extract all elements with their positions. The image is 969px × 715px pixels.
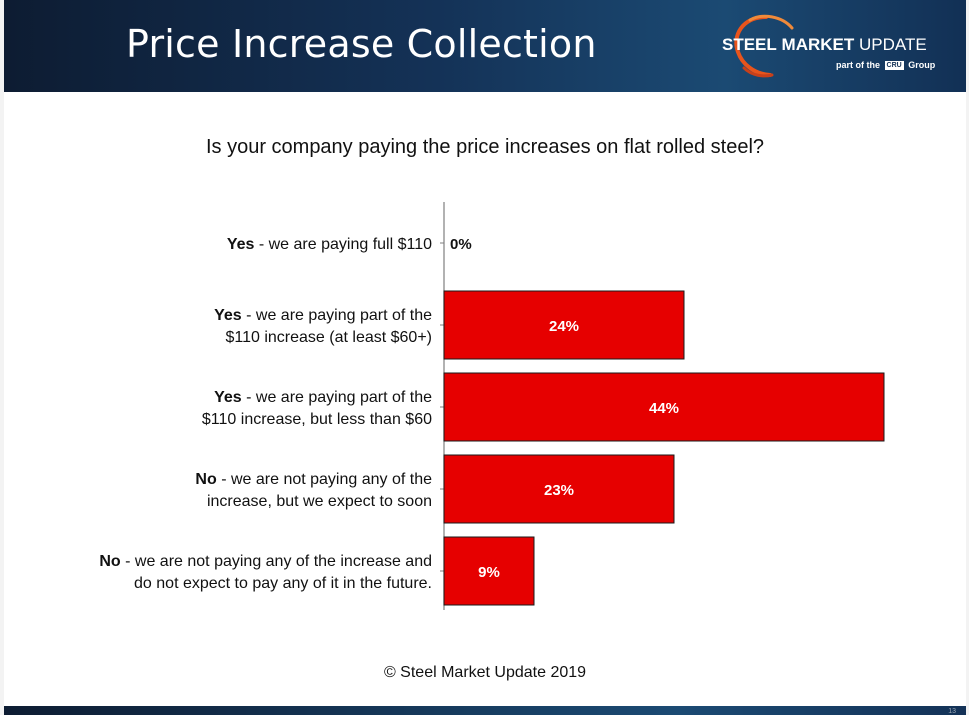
logo-swoosh-icon xyxy=(734,14,794,78)
category-label-1: Yes - we are paying part of the $110 incr… xyxy=(214,307,432,346)
logo-tagline: part of the CRU Group xyxy=(836,60,935,70)
category-label-2: Yes - we are paying part of the $110 incr… xyxy=(202,389,432,428)
page-number: 13 xyxy=(948,708,956,715)
data-label-3: 23% xyxy=(544,482,574,499)
copyright-footer: © Steel Market Update 2019 xyxy=(383,664,587,681)
survey-question: Is your company paying the price increas… xyxy=(205,136,765,158)
slide: Price Increase Collection STEEL MARKET U… xyxy=(4,0,966,715)
logo-word-update: UPDATE xyxy=(858,35,927,54)
data-label-4: 9% xyxy=(478,564,500,581)
bottom-bar xyxy=(4,706,966,715)
cru-badge: CRU xyxy=(884,61,904,70)
logo-tagline-prefix: part of the xyxy=(836,60,880,70)
bar-3 xyxy=(443,454,675,524)
data-label-2: 44% xyxy=(649,400,679,417)
logo-tagline-suffix: Group xyxy=(908,60,936,70)
category-label-3: No - we are not paying any of the increas… xyxy=(195,471,432,510)
category-label-4: No - we are not paying any of the increa… xyxy=(99,553,432,592)
steel-market-update-logo: STEEL MARKET UPDATE part of the CRU Grou… xyxy=(720,14,956,78)
bar-chart: 0% Yes - we are paying full $110 24% Yes - … xyxy=(99,202,885,610)
bar-1 xyxy=(443,290,685,360)
data-label-1: 24% xyxy=(549,318,579,335)
logo-word-market: MARKET xyxy=(781,35,855,54)
logo-word-steel: STEEL xyxy=(722,35,777,54)
data-label-0: 0% xyxy=(450,236,472,253)
bar-4 xyxy=(443,536,535,606)
page-title: Price Increase Collection xyxy=(126,22,597,66)
category-label-0: Yes - we are paying full $110 xyxy=(227,236,432,253)
header-banner: Price Increase Collection STEEL MARKET U… xyxy=(4,0,966,92)
bar-2 xyxy=(443,372,885,442)
logo-wordmark: STEEL MARKET UPDATE xyxy=(722,35,927,55)
